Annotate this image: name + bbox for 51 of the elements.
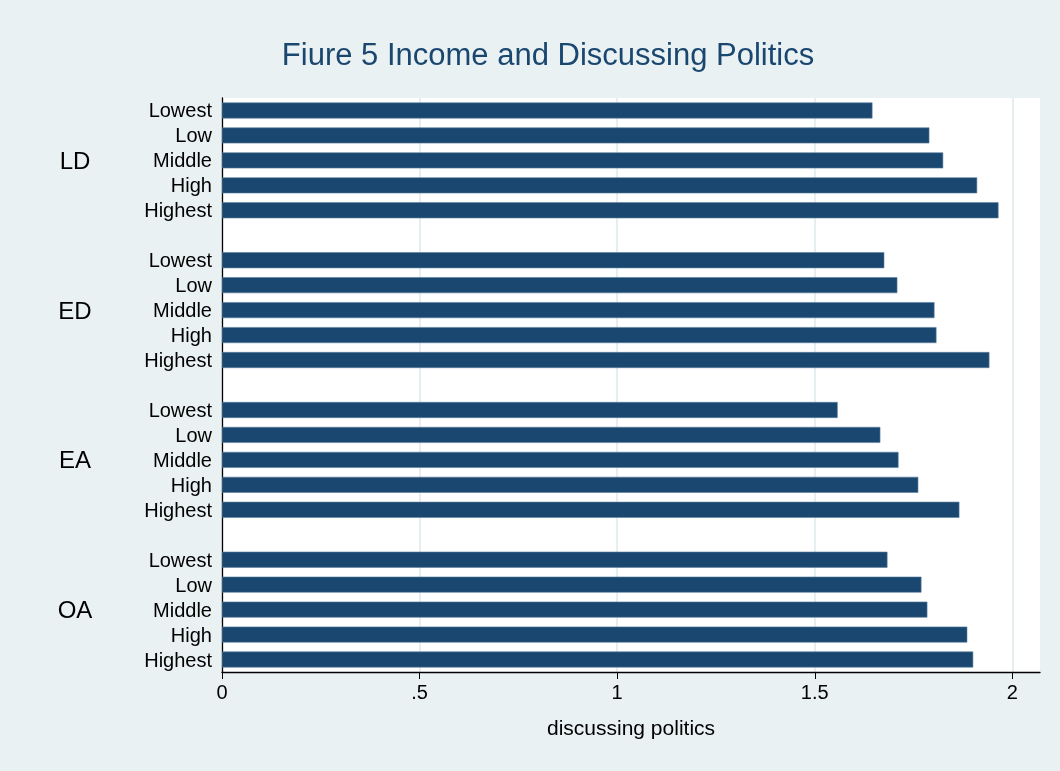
x-tick-label: 1 (611, 681, 623, 703)
bar (222, 476, 919, 493)
text: OA (57, 596, 93, 624)
bar (222, 576, 922, 593)
bar (222, 352, 990, 369)
bar (222, 551, 888, 568)
bar (222, 426, 881, 443)
bar (222, 501, 960, 518)
bar (222, 401, 838, 418)
bar (222, 302, 935, 319)
bar (222, 102, 873, 119)
y-tick-label: Highest (144, 199, 213, 222)
bar (222, 651, 974, 668)
y-tick-label: Lowest (148, 99, 213, 122)
bar (222, 451, 899, 468)
y-tick-label: Low (175, 423, 213, 446)
y-tick-label: High (170, 174, 212, 197)
y-tick-label: Highest (144, 349, 213, 372)
y-tick-label: Low (175, 124, 213, 147)
bar (222, 202, 999, 219)
chart-title: Fiure 5 Income and Discussing Politics (281, 37, 815, 72)
bar (222, 327, 937, 344)
bar (222, 177, 978, 194)
y-tick-label: Lowest (148, 548, 213, 571)
bar (222, 601, 928, 618)
x-axis-title: discussing politics (546, 716, 716, 739)
y-tick-label: Middle (153, 149, 212, 172)
y-tick-label: High (170, 324, 212, 347)
y-tick-label: Middle (153, 598, 212, 621)
bar (222, 152, 944, 169)
x-tick-label: 1.5 (800, 681, 829, 703)
x-tick-label: 0 (216, 681, 228, 703)
y-tick-label: Low (175, 274, 213, 297)
y-tick-label: Lowest (148, 398, 213, 421)
y-tick-label: Middle (153, 448, 212, 471)
bar (222, 127, 930, 144)
text: ED (58, 296, 92, 324)
x-tick-label: .5 (411, 681, 428, 703)
y-tick-label: High (170, 473, 212, 496)
y-tick-label: Low (175, 573, 213, 596)
text: LD (59, 146, 91, 174)
y-tick-label: Lowest (148, 249, 213, 272)
y-tick-label: High (170, 623, 212, 646)
y-tick-label: Highest (144, 648, 213, 671)
text: EA (58, 446, 92, 474)
bar (222, 277, 898, 294)
bar (222, 252, 885, 269)
bar (222, 626, 968, 643)
x-tick-label: 2 (1006, 681, 1018, 703)
y-tick-label: Highest (144, 498, 213, 521)
y-tick-label: Middle (153, 299, 212, 322)
